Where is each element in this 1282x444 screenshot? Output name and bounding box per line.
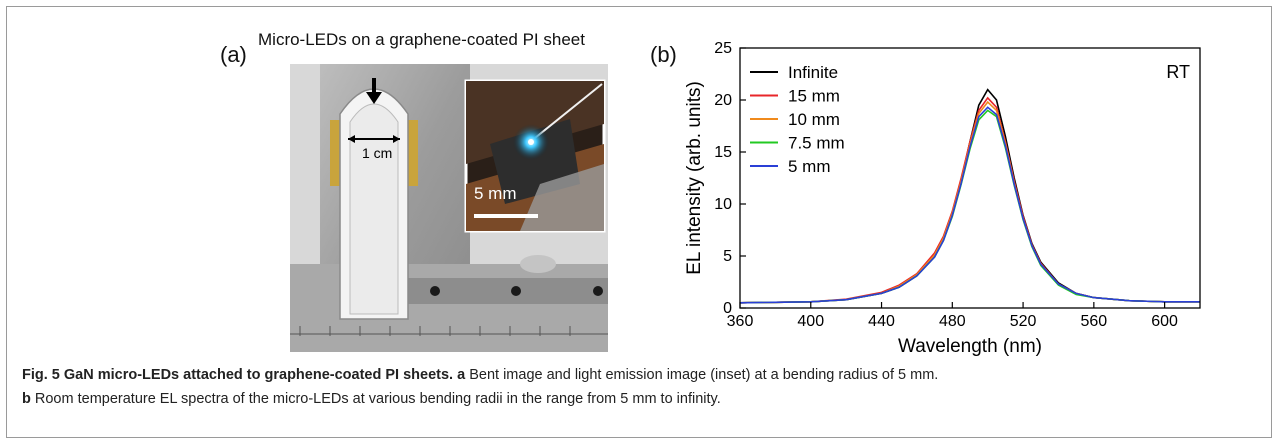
panel-b-label: (b) — [650, 42, 677, 67]
y-axis-label: EL intensity (arb. units) — [684, 81, 705, 275]
x-tick-label: 560 — [1080, 313, 1107, 330]
width-dimension-label: 1 cm — [362, 145, 393, 161]
scale-bar — [474, 214, 538, 218]
caption-a-label: a — [457, 367, 466, 383]
y-tick-label: 25 — [714, 40, 732, 57]
figure-frame — [6, 6, 1272, 438]
caliper-screw — [593, 286, 603, 296]
caption-b-label: b — [22, 391, 31, 407]
inset-emission-photo — [464, 79, 606, 233]
caption-line-2: b Room temperature EL spectra of the mic… — [22, 387, 1262, 411]
legend-label: 15 mm — [788, 87, 840, 106]
bent-device-photo — [290, 64, 608, 352]
x-tick-label: 400 — [797, 313, 824, 330]
panel-a-title: Micro-LEDs on a graphene-coated PI sheet — [258, 30, 585, 49]
series-line-5 — [739, 106, 1200, 304]
photo-illustration — [290, 64, 608, 352]
scale-bar-label: 5 mm — [474, 184, 517, 203]
caption-line-1: Fig. 5 GaN micro-LEDs attached to graphe… — [22, 363, 1262, 387]
plot-frame — [739, 47, 1201, 309]
legend-label: 7.5 mm — [788, 134, 845, 153]
figure-caption: Fig. 5 GaN micro-LEDs attached to graphe… — [22, 363, 1262, 411]
caption-a-text: Bent image and light emission image (ins… — [469, 367, 939, 383]
y-tick-label: 15 — [714, 144, 732, 161]
x-tick-label: 360 — [727, 313, 754, 330]
y-tick-label: 0 — [723, 300, 732, 317]
legend-label: 5 mm — [788, 157, 831, 176]
y-tick-label: 5 — [723, 248, 732, 265]
caliper-knob — [520, 255, 556, 273]
caliper-screw — [430, 286, 440, 296]
x-axis-label: Wavelength (nm) — [898, 336, 1042, 357]
series-line-3 — [739, 100, 1200, 304]
caliper-screw — [511, 286, 521, 296]
caption-fig-label: Fig. 5 GaN micro-LEDs attached to graphe… — [22, 367, 454, 383]
caption-b-text: Room temperature EL spectra of the micro… — [34, 391, 721, 407]
x-tick-label: 440 — [868, 313, 895, 330]
panel-a-label: (a) — [220, 42, 247, 67]
x-tick-label: 600 — [1151, 313, 1178, 330]
legend-label: Infinite — [788, 63, 838, 82]
x-tick-label: 480 — [939, 313, 966, 330]
x-tick-label: 520 — [1010, 313, 1037, 330]
y-tick-label: 10 — [714, 196, 732, 213]
y-tick-label: 20 — [714, 92, 732, 109]
legend-label: 10 mm — [788, 110, 840, 129]
rt-annotation: RT — [1166, 62, 1190, 82]
down-arrow-icon — [366, 78, 382, 104]
